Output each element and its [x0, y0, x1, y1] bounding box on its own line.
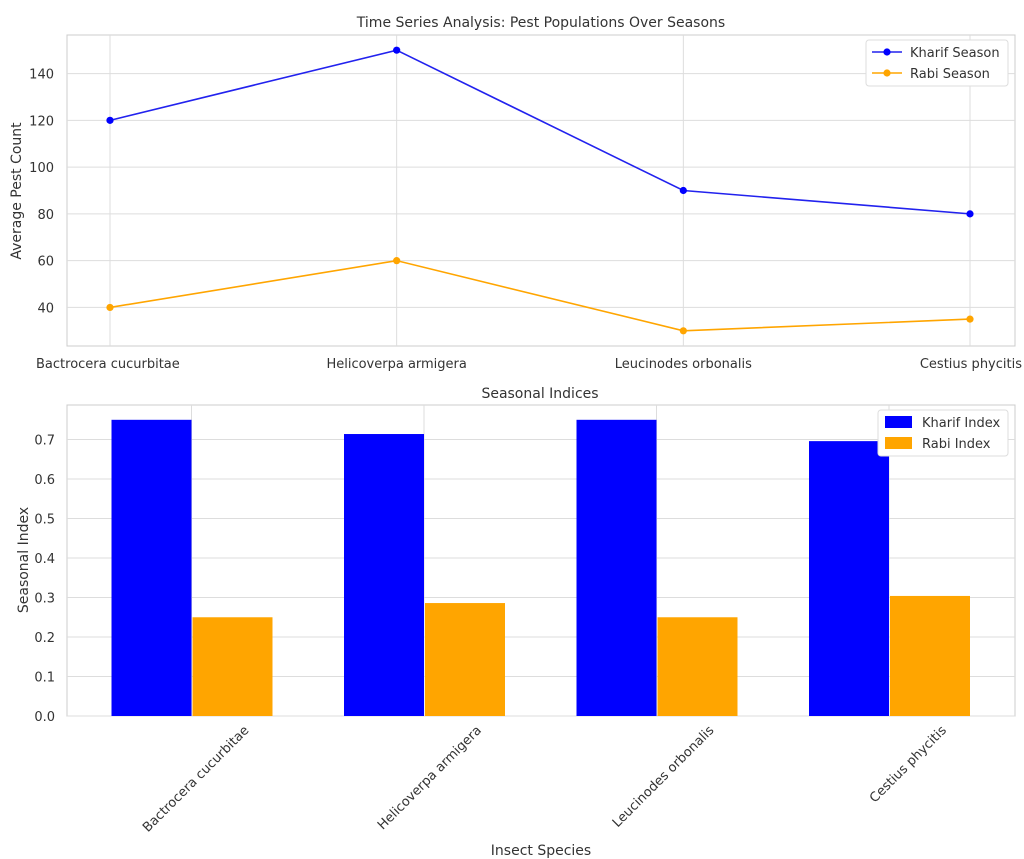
- bar-chart-y-tick-label: 0.2: [34, 631, 55, 646]
- bar-chart-y-tick-label: 0.5: [34, 513, 55, 528]
- bar-chart: Seasonal Indices 0.00.10.20.30.40.50.60.…: [16, 386, 1016, 859]
- line-chart-y-tick-label: 60: [37, 255, 54, 270]
- bar-chart-y-tick-label: 0.3: [34, 592, 55, 607]
- bar-rabi-index: [192, 617, 273, 716]
- bar-chart-legend-swatch: [885, 437, 912, 449]
- line-chart-title: Time Series Analysis: Pest Populations O…: [356, 15, 725, 31]
- bar-chart-y-axis-label: Seasonal Index: [16, 507, 32, 613]
- bar-chart-y-tick-label: 0.1: [34, 671, 55, 686]
- line-chart-legend-marker: [883, 69, 891, 77]
- line-chart-data-point: [393, 46, 401, 54]
- line-chart-series-line: [109, 49, 971, 215]
- line-chart-x-ticks: Bactrocera cucurbitae Helicoverpa armiger…: [36, 357, 1022, 372]
- line-chart: Time Series Analysis: Pest Populations O…: [9, 15, 1022, 372]
- line-chart-y-tick-label: 140: [29, 68, 54, 83]
- bar-kharif-index: [809, 441, 889, 716]
- line-chart-legend-marker: [883, 48, 891, 56]
- bar-kharif-index: [344, 434, 424, 716]
- line-chart-plot-area: [66, 34, 1016, 347]
- bar-kharif-index: [111, 419, 192, 716]
- line-chart-series: [106, 46, 974, 335]
- bar-chart-legend: Kharif Index Rabi Index: [877, 409, 1009, 457]
- line-chart-data-point: [106, 116, 114, 124]
- line-chart-y-tick-label: 80: [37, 208, 54, 223]
- line-chart-x-tick-label: Cestius phycitis: [920, 357, 1022, 372]
- bar-chart-y-tick-label: 0.0: [34, 710, 55, 725]
- bar-rabi-index: [890, 595, 970, 716]
- bar-rabi-index: [657, 617, 738, 716]
- line-chart-data-point: [966, 210, 974, 218]
- bar-chart-legend-label: Kharif Index: [922, 416, 1000, 431]
- line-chart-x-tick-label: Bactrocera cucurbitae: [36, 357, 180, 372]
- bar-chart-x-tick-label: Leucinodes orbonalis: [610, 723, 718, 831]
- bar-chart-x-tick-label: Cestius phycitis: [867, 723, 950, 806]
- line-chart-y-ticks: 40 60 80 100 120 140: [29, 68, 54, 317]
- line-chart-data-point: [966, 315, 974, 323]
- line-chart-y-tick-label: 100: [29, 161, 54, 176]
- line-chart-legend-label: Rabi Season: [910, 67, 990, 82]
- line-chart-y-tick-label: 40: [37, 301, 54, 316]
- bar-chart-legend-swatch: [885, 416, 912, 428]
- bar-chart-y-ticks: 0.0 0.1 0.2 0.3 0.4 0.5 0.6 0.7: [34, 434, 55, 725]
- bar-chart-y-tick-label: 0.7: [34, 434, 55, 449]
- bar-chart-legend-label: Rabi Index: [922, 437, 991, 452]
- line-chart-data-point: [679, 327, 687, 335]
- line-chart-x-tick-label: Leucinodes orbonalis: [615, 357, 752, 372]
- line-chart-data-point: [393, 257, 401, 265]
- line-chart-x-tick-label: Helicoverpa armigera: [326, 357, 466, 372]
- bar-chart-y-tick-label: 0.6: [34, 473, 55, 488]
- bar-chart-bars: [111, 419, 970, 716]
- bar-chart-x-ticks: Bactrocera cucurbitae Helicoverpa armiger…: [140, 723, 950, 835]
- bar-chart-x-tick-label: Helicoverpa armigera: [375, 723, 485, 833]
- bar-rabi-index: [425, 603, 505, 716]
- line-chart-legend-label: Kharif Season: [910, 46, 1000, 61]
- line-chart-data-point: [106, 303, 114, 312]
- line-chart-data-point: [679, 186, 687, 195]
- bar-kharif-index: [576, 419, 657, 716]
- line-chart-legend: Kharif Season Rabi Season: [865, 39, 1009, 87]
- line-chart-y-axis-label: Average Pest Count: [9, 122, 25, 260]
- line-chart-series-line: [109, 259, 971, 332]
- bar-chart-x-tick-label: Bactrocera cucurbitae: [140, 723, 252, 835]
- bar-chart-y-tick-label: 0.4: [34, 552, 55, 567]
- bar-chart-x-axis-label: Insect Species: [491, 843, 591, 859]
- bar-chart-title: Seasonal Indices: [481, 386, 598, 402]
- line-chart-y-tick-label: 120: [29, 114, 54, 129]
- line-chart-grid: [67, 35, 1015, 346]
